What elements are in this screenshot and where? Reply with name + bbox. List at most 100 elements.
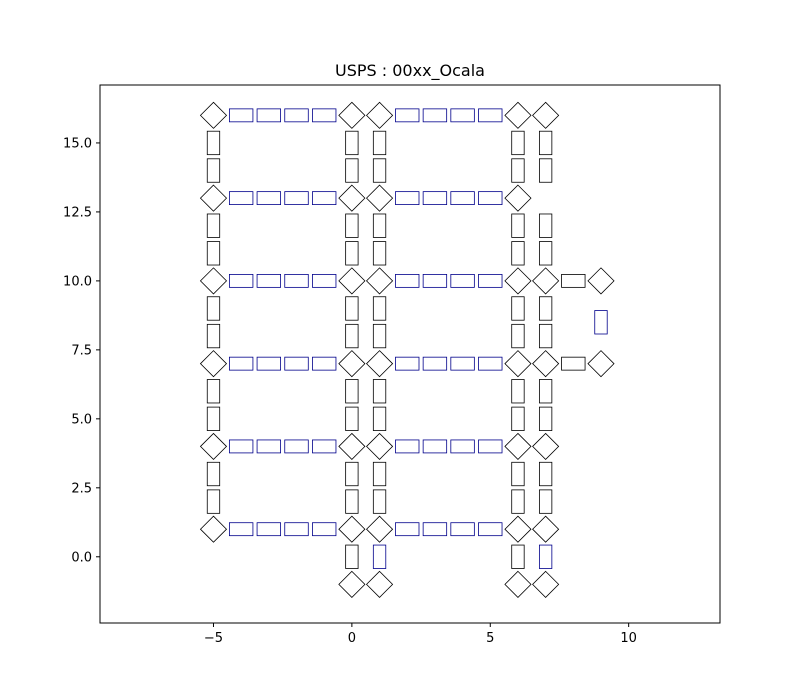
vertical-rect-marker [372,379,387,404]
vertical-rect-marker [372,158,387,183]
horizontal-rect-marker [395,108,420,123]
horizontal-rect-marker [561,356,586,371]
diamond-marker [199,101,228,129]
diamond-marker [365,101,394,129]
horizontal-rect-marker [478,439,503,454]
vertical-rect-marker [345,461,359,487]
diamond-marker [338,570,366,598]
vertical-rect-marker [511,296,525,321]
diamond-marker [338,267,366,295]
horizontal-rect-marker [395,274,420,288]
plot-marks [199,101,615,598]
y-tick-label: 0.0 [71,550,92,565]
vertical-rect-marker [345,241,359,266]
horizontal-rect-marker [422,191,448,206]
horizontal-rect-marker [450,356,475,371]
x-tick-label: −5 [204,631,223,646]
horizontal-rect-marker [256,108,282,123]
horizontal-rect-marker [395,439,420,454]
diamond-marker [504,267,532,295]
vertical-rect-marker [538,158,553,183]
x-axis: −5 0 5 10 [204,623,637,646]
horizontal-rect-marker [228,356,254,371]
vertical-rect-marker [511,241,525,266]
diamond-marker [587,350,615,378]
horizontal-rect-marker [228,439,254,454]
y-tick-label: 15.0 [63,136,92,151]
vertical-rect-marker [511,461,525,487]
horizontal-rect-marker [450,191,475,206]
diamond-marker [199,184,228,212]
diamond-marker [587,267,615,295]
horizontal-rect-marker [284,274,309,288]
horizontal-rect-marker [256,522,282,537]
vertical-rect-marker [372,461,387,487]
vertical-rect-marker [206,213,221,238]
horizontal-rect-marker [422,439,448,454]
horizontal-rect-marker [478,274,503,288]
vertical-rect-marker [538,406,553,431]
vertical-rect-marker [372,241,387,266]
horizontal-rect-marker [256,356,282,371]
diamond-marker [338,350,366,378]
horizontal-rect-marker [312,191,337,206]
vertical-rect-marker [538,241,553,266]
y-tick-label: 7.5 [71,343,92,358]
horizontal-rect-marker [450,522,475,537]
vertical-rect-marker [511,406,525,431]
diamond-marker [532,101,560,129]
horizontal-rect-marker [312,274,337,288]
vertical-rect-marker [206,461,221,487]
diamond-marker [365,515,394,543]
diamond-marker [365,350,394,378]
vertical-rect-marker [372,489,387,514]
vertical-rect-marker [372,213,387,238]
diamond-marker [532,570,560,598]
diamond-marker [199,432,228,461]
y-tick-label: 10.0 [63,274,92,289]
vertical-rect-marker [345,323,359,349]
horizontal-rect-marker [478,108,503,123]
vertical-rect-marker [538,461,553,487]
vertical-rect-marker [345,489,359,514]
vertical-rect-marker [345,296,359,321]
horizontal-rect-marker [450,274,475,288]
diamond-marker [365,432,394,461]
vertical-rect-marker [372,130,387,156]
horizontal-rect-marker [422,108,448,123]
horizontal-rect-marker [478,522,503,537]
diamond-marker [338,515,366,543]
horizontal-rect-marker [284,108,309,123]
horizontal-rect-marker [561,274,586,288]
horizontal-rect-marker [256,191,282,206]
diamond-marker [532,432,560,461]
horizontal-rect-marker [256,274,282,288]
horizontal-rect-marker [284,522,309,537]
horizontal-rect-marker [395,522,420,537]
diamond-marker [504,570,532,598]
horizontal-rect-marker [228,191,254,206]
diamond-marker [532,350,560,378]
horizontal-rect-marker [395,356,420,371]
vertical-rect-marker [594,310,608,335]
diamond-marker [199,515,228,543]
diamond-marker [532,515,560,543]
vertical-rect-marker [372,544,387,569]
chart-title: USPS : 00xx_Ocala [335,61,485,81]
y-axis: 0.0 2.5 5.0 7.5 10.0 12.5 15.0 [63,136,100,565]
vertical-rect-marker [345,158,359,183]
plot-frame [99,84,721,624]
horizontal-rect-marker [450,108,475,123]
vertical-rect-marker [538,130,553,156]
diamond-marker [199,267,228,295]
vertical-rect-marker [345,379,359,404]
diamond-marker [199,350,228,378]
vertical-rect-marker [206,296,221,321]
vertical-rect-marker [345,213,359,238]
vertical-rect-marker [538,544,553,569]
horizontal-rect-marker [312,108,337,123]
horizontal-rect-marker [284,356,309,371]
vertical-rect-marker [511,379,525,404]
y-tick-label: 2.5 [71,481,92,496]
horizontal-rect-marker [312,522,337,537]
